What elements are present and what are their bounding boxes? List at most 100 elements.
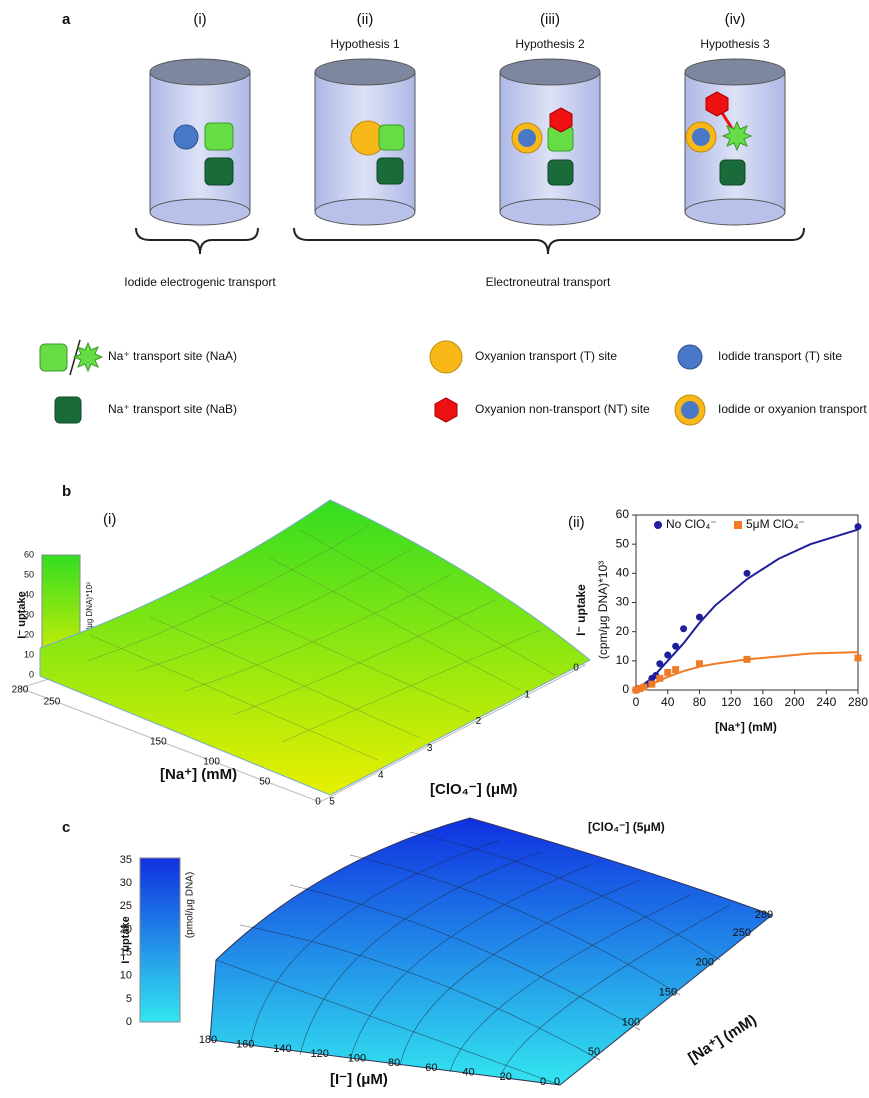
condition-label: [ClO₄⁻] (5μM) xyxy=(588,820,665,834)
axis-label: [ClO₄⁻] (μM) xyxy=(430,781,518,798)
bracket-label: Iodide electrogenic transport xyxy=(124,275,276,289)
x-tick-label: 240 xyxy=(816,695,836,709)
tick-label: 180 xyxy=(199,1034,217,1046)
tick-label: 0 xyxy=(554,1076,560,1088)
point xyxy=(744,656,751,663)
tick-label: 30 xyxy=(120,877,132,889)
y-tick-label: 20 xyxy=(616,624,630,638)
tick-label: 100 xyxy=(348,1053,366,1065)
tick-label: 25 xyxy=(120,900,132,912)
legend-label: 5μM ClO₄⁻ xyxy=(746,517,805,531)
tick-label: 100 xyxy=(622,1016,640,1028)
point xyxy=(680,625,687,632)
x-tick-label: 120 xyxy=(721,695,741,709)
tick-label: 60 xyxy=(425,1062,437,1074)
x-tick-label: 200 xyxy=(785,695,805,709)
tick-label: 30 xyxy=(24,609,34,619)
hypothesis: Hypothesis 1 xyxy=(330,37,400,51)
column-numeral: (iii) xyxy=(540,11,560,28)
bracket-label: Electroneutral transport xyxy=(486,275,611,289)
tick-label: 120 xyxy=(310,1048,328,1060)
y-tick-label: 60 xyxy=(616,507,630,521)
legend-label: Oxyanion non-transport (NT) site xyxy=(475,402,650,416)
tick-label: 80 xyxy=(388,1057,400,1069)
tick-label: 5 xyxy=(126,993,132,1005)
point xyxy=(656,660,663,667)
tick-label: 5 xyxy=(329,797,335,808)
legend-label: Iodide transport (T) site xyxy=(718,349,842,363)
subpanel-label: (i) xyxy=(103,511,116,528)
tick-label: 0 xyxy=(315,797,321,808)
tick-label: 20 xyxy=(24,629,34,639)
tick-label: 50 xyxy=(259,777,271,788)
hypothesis: Hypothesis 2 xyxy=(515,37,585,51)
tick-label: 60 xyxy=(24,549,34,559)
tick-label: 160 xyxy=(236,1039,254,1051)
legend-label: No ClO₄⁻ xyxy=(666,517,717,531)
y-tick-label: 50 xyxy=(616,536,630,550)
tick-label: 4 xyxy=(378,770,384,781)
surface-b xyxy=(20,500,590,802)
x-tick-label: 0 xyxy=(633,695,640,709)
fit-line xyxy=(636,530,858,690)
plot-frame xyxy=(636,515,858,690)
tick-label: 3 xyxy=(427,743,433,754)
tick-label: 1 xyxy=(524,689,530,700)
legend-label: Na⁺ transport site (NaA) xyxy=(108,349,237,363)
tick-label: 0 xyxy=(126,1016,132,1028)
tick-label: 35 xyxy=(120,854,132,866)
tick-label: 20 xyxy=(500,1071,512,1083)
axis-label: [Na⁺] (mM) xyxy=(685,1011,759,1066)
panel-label: a xyxy=(62,11,71,28)
y-axis-unit: (cpm/μg DNA)*10³ xyxy=(596,561,610,659)
tick-label: 0 xyxy=(540,1076,546,1088)
y-axis-label: I⁻ uptake xyxy=(574,584,588,636)
legend-label: Na⁺ transport site (NaB) xyxy=(108,402,237,416)
tick-label: 280 xyxy=(755,909,773,921)
legend-label: Oxyanion transport (T) site xyxy=(475,349,617,363)
x-tick-label: 280 xyxy=(848,695,868,709)
figure: a (i) (ii) Hypothesis 1 (iii) Hypothesis… xyxy=(0,0,869,1098)
colorbar-unit: (pmol/μg DNA) xyxy=(185,872,196,938)
tick-label: 40 xyxy=(24,589,34,599)
tick-label: 50 xyxy=(24,569,34,579)
tick-label: 200 xyxy=(696,957,714,969)
point xyxy=(855,654,862,661)
hypothesis: Hypothesis 3 xyxy=(700,37,770,51)
tick-label: 2 xyxy=(476,716,482,727)
tick-label: 100 xyxy=(203,757,220,768)
panel-label: b xyxy=(62,483,71,500)
point xyxy=(696,660,703,667)
column-numeral: (ii) xyxy=(357,11,374,28)
legend-label: Iodide or oxyanion transport (T) site xyxy=(718,402,869,416)
point xyxy=(648,681,655,688)
point xyxy=(672,643,679,650)
tick-label: 50 xyxy=(588,1046,600,1058)
x-tick-label: 40 xyxy=(661,695,675,709)
column-numeral: (i) xyxy=(193,11,206,28)
point xyxy=(855,523,862,530)
legend-marker xyxy=(654,521,662,529)
tick-label: 10 xyxy=(120,970,132,982)
chart: 010203040506004080120160200240280No ClO₄… xyxy=(616,507,869,709)
legend-marker xyxy=(734,521,742,529)
point xyxy=(696,614,703,621)
x-tick-label: 80 xyxy=(693,695,707,709)
colorbar xyxy=(140,858,180,1022)
y-tick-label: 30 xyxy=(616,595,630,609)
point xyxy=(640,684,647,691)
axis-label: [I⁻] (μM) xyxy=(330,1071,388,1088)
tick-label: 250 xyxy=(44,697,61,708)
tick-label: 0 xyxy=(573,663,579,674)
tick-label: 20 xyxy=(120,923,132,935)
surface-c xyxy=(210,818,772,1085)
axis-label: [Na⁺] (mM) xyxy=(160,766,237,783)
y-tick-label: 0 xyxy=(622,682,629,696)
site-icons xyxy=(174,92,751,185)
tick-label: 140 xyxy=(273,1043,291,1055)
column-numeral: (iv) xyxy=(725,11,746,28)
tick-label: 10 xyxy=(24,649,34,659)
point xyxy=(672,666,679,673)
tick-label: 0 xyxy=(29,669,34,679)
point xyxy=(664,652,671,659)
